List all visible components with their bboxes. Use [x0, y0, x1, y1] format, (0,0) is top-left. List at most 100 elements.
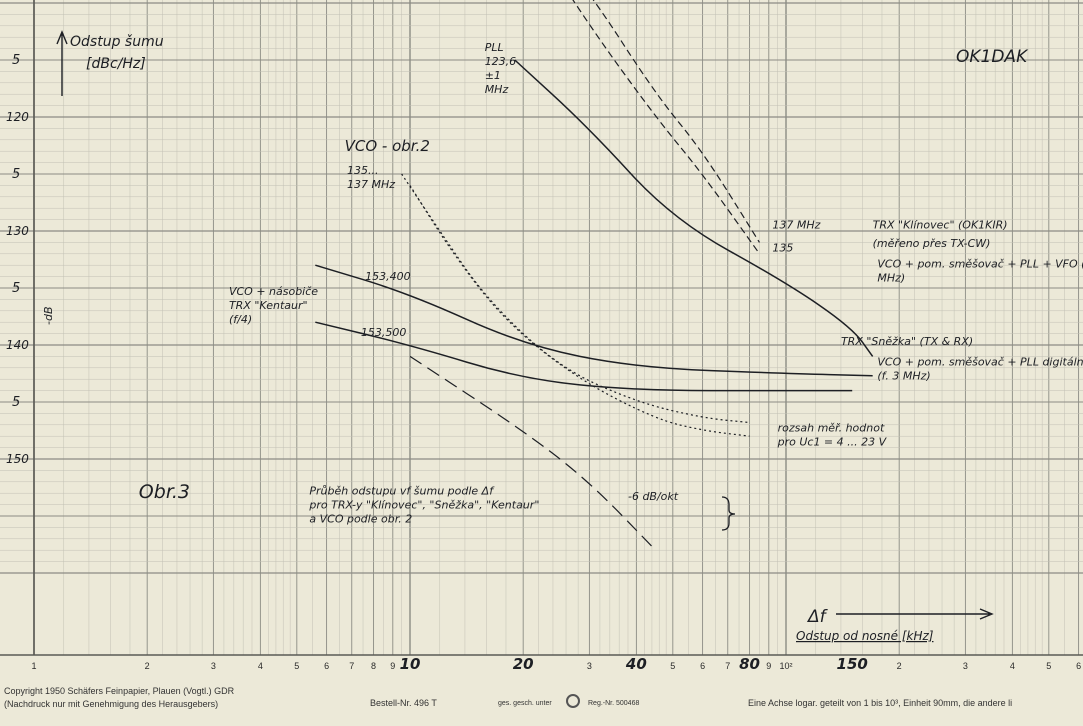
paper-background — [0, 0, 1083, 680]
annotation-17: Obr.3 — [139, 481, 190, 503]
x-tick-label: 8 — [371, 661, 376, 671]
annotation-5: 137 MHz — [772, 219, 820, 232]
annotation-text: VCO + pom. směšovač + PLL + VFO (f. 6 — [877, 257, 1083, 270]
series-line-8 — [409, 355, 657, 551]
x-tick-label: 5 — [670, 661, 675, 671]
publisher-seal-icon — [566, 694, 580, 708]
series-line-4 — [401, 173, 750, 424]
annotation-7: TRX "Klínovec" (OK1KIR) — [873, 219, 1008, 232]
x-tick-label: 3 — [963, 661, 968, 671]
annotation-text: 135 — [772, 242, 793, 255]
order-number: Bestell-Nr. 496 T — [370, 698, 437, 708]
x-tick-label: 5 — [1046, 661, 1051, 671]
annotation-text: (f/4) — [229, 313, 252, 326]
x-tick-label: 80 — [739, 655, 760, 673]
noise-chart: 123456789102034056780910²150234567891512… — [0, 0, 1083, 680]
y-axis-label: Odstup šumu — [70, 34, 164, 50]
annotation-text: pro TRX-y "Klínovec", "Sněžka", "Kentaur… — [308, 498, 539, 511]
x-tick-label: 6 — [700, 661, 705, 671]
y-axis-arrow-icon — [56, 30, 68, 96]
annotation-3: VCO - obr.2 — [345, 137, 430, 155]
annotation-text: VCO - obr.2 — [345, 137, 430, 155]
x-tick-label: 7 — [725, 661, 730, 671]
copyright-line-2: (Nachdruck nur mit Genehmigung des Herau… — [4, 699, 219, 709]
y-tick-label: 120 — [6, 110, 29, 124]
annotation-9: VCO + pom. směšovač + PLL + VFO (f. 6MHz… — [877, 257, 1083, 284]
x-tick-label: 9 — [766, 661, 771, 671]
annotation-text: (f. 3 MHz) — [877, 370, 930, 383]
annotation-text: PLL — [485, 41, 504, 54]
annotation-text: TRX "Kentaur" — [229, 299, 308, 312]
annotation-text: 137 MHz — [347, 178, 395, 191]
x-tick-label: 7 — [349, 661, 354, 671]
series-line-6 — [315, 264, 873, 377]
annotation-6: 135 — [772, 242, 793, 255]
annotation-text: a VCO podle obr. 2 — [309, 512, 412, 525]
annotation-14: VCO + pom. směšovač + PLL digitální(f. 3… — [877, 356, 1083, 383]
x-tick-label: 9 — [390, 661, 395, 671]
x-tick-label: 20 — [513, 655, 534, 673]
y-tick-label: 5 — [12, 167, 20, 182]
y-axis-unit: [dBc/Hz] — [86, 56, 146, 72]
x-tick-label: 6 — [324, 661, 329, 671]
x-tick-label: 10 — [400, 655, 421, 673]
annotation-10: 153,400 — [365, 270, 411, 283]
annotation-text: (měřeno přes TX-CW) — [873, 237, 991, 250]
y-tick-label: 5 — [12, 281, 20, 296]
range-brace — [721, 496, 736, 531]
y-axis-side-label: -dB — [42, 307, 55, 326]
x-tick-label: 3 — [211, 661, 216, 671]
x-tick-label: 3 — [587, 661, 592, 671]
x-tick-label: 40 — [625, 655, 647, 673]
annotation-text: rozsah měř. hodnot — [778, 422, 885, 435]
series-line-5 — [409, 185, 750, 437]
x-tick-label: 4 — [258, 661, 263, 671]
series-line-7 — [315, 321, 853, 392]
x-axis-sublabel: Odstup od nosné [kHz] — [796, 629, 934, 643]
x-tick-label: 6 — [1076, 661, 1081, 671]
annotation-4: 135...137 MHz — [347, 164, 395, 191]
copyright-line-1: Copyright 1950 Schäfers Feinpapier, Plau… — [4, 686, 235, 696]
annotation-text: 135... — [347, 164, 379, 177]
y-tick-label: 5 — [12, 53, 20, 68]
annotation-text: 153,500 — [361, 326, 407, 339]
x-tick-label: 2 — [145, 661, 150, 671]
series-line-1 — [592, 0, 760, 243]
axes: 123456789102034056780910²150234567891512… — [0, 0, 1083, 673]
annotation-16: -6 dB/okt — [628, 490, 679, 503]
x-tick-label: 10² — [779, 661, 792, 671]
x-tick-label: 150 — [837, 655, 868, 673]
y-tick-label: 140 — [6, 338, 29, 352]
y-tick-label: 5 — [12, 395, 20, 410]
annotation-13: TRX "Sněžka" (TX & RX) — [841, 335, 973, 348]
annotation-text: TRX "Sněžka" (TX & RX) — [841, 335, 973, 348]
annotation-text: VCO + pom. směšovač + PLL digitální — [877, 356, 1083, 369]
registration-number: Reg.-Nr. 500468 — [588, 700, 640, 707]
annotation-text: Obr.3 — [139, 481, 190, 503]
annotation-text: MHz) — [877, 271, 905, 284]
x-axis-label: Δf — [806, 607, 829, 627]
series-layer — [315, 0, 874, 551]
x-tick-label: 1 — [31, 661, 36, 671]
protection-note: ges. gesch. unter — [498, 700, 552, 707]
series-line-3 — [514, 59, 874, 357]
axis-note: Eine Achse logar. geteilt von 1 bis 10³,… — [748, 698, 1013, 708]
annotation-8: (měřeno přes TX-CW) — [873, 237, 991, 250]
y-tick-label: 150 — [6, 452, 29, 466]
x-tick-label: 4 — [1010, 661, 1015, 671]
annotation-12: 153,500 — [361, 326, 407, 339]
annotation-text: 137 MHz — [772, 219, 820, 232]
annotation-text: Průběh odstupu vf šumu podle Δf — [309, 484, 495, 497]
footer: Copyright 1950 Schäfers Feinpapier, Plau… — [0, 680, 1083, 726]
annotation-text: VCO + násobiče — [229, 285, 318, 298]
annotation-text: 123,6 — [485, 55, 517, 68]
y-tick-label: 130 — [6, 224, 29, 238]
annotation-text: MHz — [485, 83, 509, 96]
annotation-text: ±1 — [485, 69, 501, 82]
x-tick-label: 5 — [294, 661, 299, 671]
annotation-text: -6 dB/okt — [628, 490, 679, 503]
